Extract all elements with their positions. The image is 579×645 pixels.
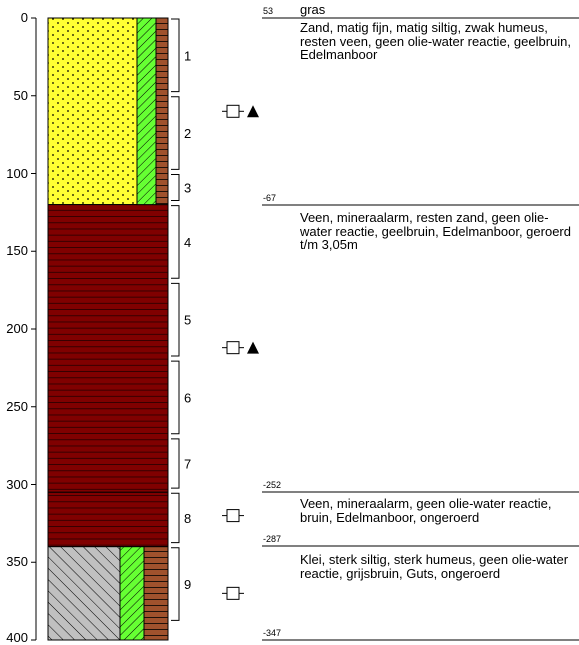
soil-layers xyxy=(47,17,169,641)
level-label: -347 xyxy=(263,628,282,638)
depth-tick-label: 400 xyxy=(6,630,28,645)
layer-klei xyxy=(47,546,121,641)
sample-bracket xyxy=(171,282,180,357)
sample-square-icon xyxy=(226,509,240,523)
level-label: 53 xyxy=(263,6,274,16)
depth-tick-label: 150 xyxy=(6,243,28,259)
sample-bracket xyxy=(171,438,180,489)
side-column-brown xyxy=(155,17,169,206)
groundwater-triangle-icon xyxy=(247,105,259,118)
depth-tick-label: 0 xyxy=(20,10,28,25)
sample-label: 5 xyxy=(184,313,191,328)
sample-label: 8 xyxy=(184,511,191,526)
depth-tick-label: 250 xyxy=(6,398,28,414)
sample-bracket xyxy=(171,360,180,435)
description-lines xyxy=(262,17,579,641)
sample-square-icon xyxy=(226,586,240,600)
side-column-green xyxy=(119,546,145,641)
sample-bracket xyxy=(171,492,180,544)
sample-square-icon xyxy=(226,341,240,355)
sample-bracket xyxy=(171,174,180,201)
layer-description: Veen, mineraalarm, geen olie-water react… xyxy=(300,496,552,525)
sample-bracket xyxy=(171,547,180,621)
sample-label: 6 xyxy=(184,390,191,405)
sample-label: 3 xyxy=(184,180,191,195)
layer-description: Klei, sterk siltig, sterk humeus, geen o… xyxy=(300,552,569,581)
layer-zand xyxy=(47,17,138,206)
layer-veen-1 xyxy=(47,204,169,493)
sample-bracket xyxy=(171,18,180,93)
top-label: gras xyxy=(300,2,326,17)
sample-markers xyxy=(222,104,259,600)
sample-bracket xyxy=(171,205,180,279)
depth-axis xyxy=(31,17,37,641)
sample-label: 1 xyxy=(184,48,191,63)
side-column-brown xyxy=(143,546,169,641)
sample-brackets: 1 2 3 4 5 6 7 8 9 xyxy=(171,18,191,621)
sample-label: 7 xyxy=(184,457,191,472)
side-column-green xyxy=(136,17,157,206)
depth-tick-label: 350 xyxy=(6,554,28,570)
depth-tick-label: 300 xyxy=(6,476,28,492)
depth-tick-label: 100 xyxy=(6,165,28,181)
sample-label: 2 xyxy=(184,126,191,141)
layer-veen-2 xyxy=(47,491,169,548)
sample-label: 4 xyxy=(184,235,191,250)
level-label: -67 xyxy=(263,193,277,203)
level-label: -252 xyxy=(263,480,282,490)
layer-description: Zand, matig fijn, matig siltig, zwak hum… xyxy=(300,20,571,62)
depth-tick-label: 200 xyxy=(6,321,28,336)
groundwater-triangle-icon xyxy=(247,341,259,354)
depth-tick-label: 50 xyxy=(13,87,28,103)
sample-square-icon xyxy=(226,104,240,118)
layer-description: Veen, mineraalarm, resten zand, geen oli… xyxy=(300,210,571,252)
sample-label: 9 xyxy=(184,577,191,592)
sample-bracket xyxy=(171,96,180,170)
level-label: -287 xyxy=(263,534,282,544)
